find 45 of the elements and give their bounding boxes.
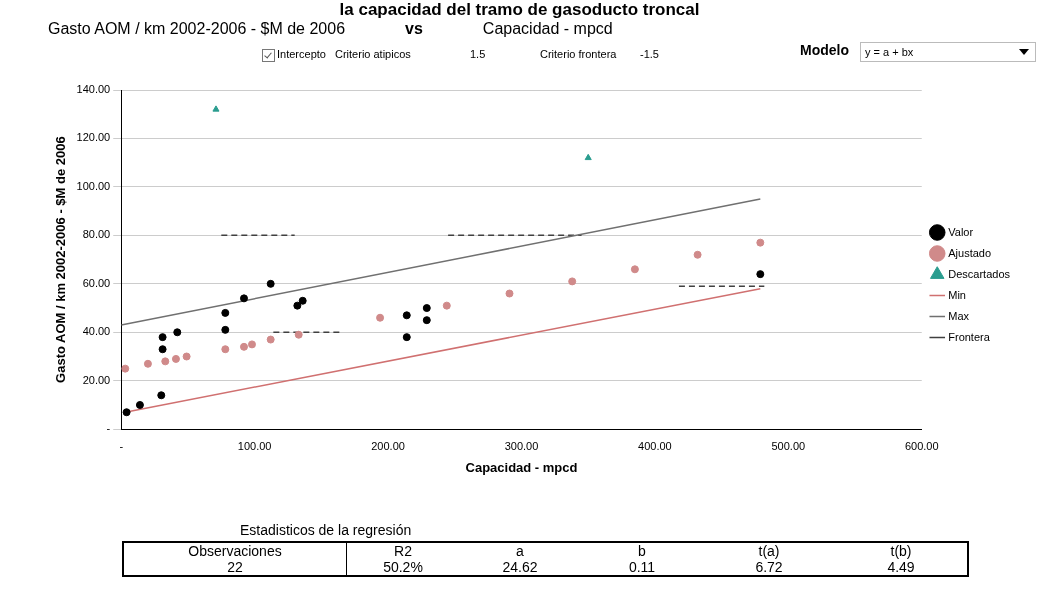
x-tick-label: 600.00	[904, 439, 939, 452]
x-tick-label: -	[119, 439, 124, 452]
legend-label: Max	[948, 309, 970, 322]
x-tick-label: 500.00	[771, 439, 806, 452]
text: 24.62	[501, 559, 539, 576]
text: a	[515, 542, 525, 559]
x-tick-label: 200.00	[371, 439, 405, 452]
text: 4.49	[886, 559, 916, 576]
text: y = a + bx	[860, 42, 1036, 62]
x-tick-label: 400.00	[638, 439, 672, 452]
text: 22	[123, 559, 347, 576]
y-axis-title: Gasto AOM / km 2002-2006 - $M de 2006	[53, 136, 69, 383]
text: t(a)	[757, 542, 781, 559]
legend-label: Ajustado	[948, 246, 992, 259]
text: Criterio atipicos	[335, 48, 411, 60]
x-tick-label: 300.00	[504, 439, 539, 452]
text: 1.5	[470, 48, 486, 60]
x-tick-label: 100.00	[237, 439, 272, 452]
y-tick-label: -	[106, 422, 111, 435]
text: t(b)	[889, 542, 913, 559]
y-tick-label: 100.00	[76, 179, 111, 192]
text: Estadisticos de la regresión	[240, 522, 412, 538]
y-tick-label: 120.00	[76, 131, 111, 144]
y-tick-label: 140.00	[76, 83, 111, 96]
legend-label: Min	[948, 288, 966, 301]
y-tick-label: 40.00	[82, 325, 111, 338]
x-axis-title: Capacidad - mpcd	[465, 459, 578, 475]
text: b	[637, 542, 647, 559]
y-tick-label: 60.00	[82, 276, 111, 289]
text: Gasto AOM / km 2002-2006 - $M de 2006 vs Capacidad - mpcd	[48, 20, 613, 37]
text: R2	[393, 542, 413, 559]
text: Intercepto	[276, 48, 326, 62]
text: Modelo	[800, 42, 849, 58]
legend-label: Frontera	[948, 330, 991, 343]
y-tick-label: 80.00	[82, 228, 111, 241]
legend-label: Valor	[948, 225, 974, 238]
y-tick-label: 20.00	[82, 373, 111, 386]
chart-title: la capacidad del tramo de gasoducto troncal	[338, 0, 701, 20]
text: -1.5	[640, 48, 659, 60]
text: 6.72	[754, 559, 784, 576]
text: 50.2%	[382, 559, 424, 576]
legend-label: Descartados	[948, 267, 1011, 280]
text: Criterio frontera	[540, 48, 617, 60]
text: 0.11	[627, 559, 657, 576]
text: Observaciones	[123, 542, 347, 559]
